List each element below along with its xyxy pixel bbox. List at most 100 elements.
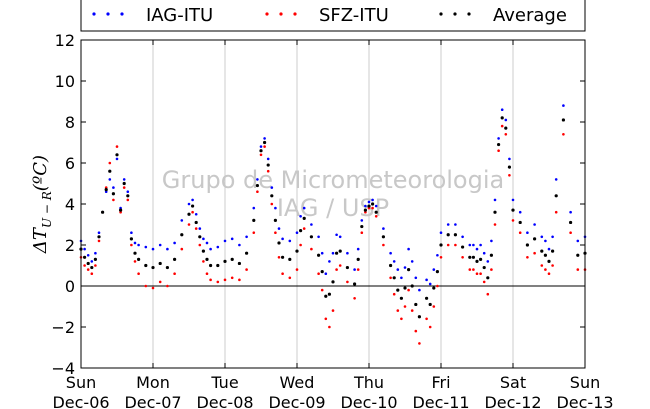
legend-marker-0-0 [92, 12, 96, 16]
point-1-34 [245, 268, 248, 271]
point-2-16 [137, 257, 141, 261]
point-2-74 [425, 296, 429, 300]
point-0-79 [446, 223, 450, 226]
point-2-43 [281, 255, 285, 259]
x-tick-day-3: Wed [280, 373, 315, 392]
point-0-58 [356, 247, 360, 251]
point-1-73 [418, 342, 421, 345]
y-axis-label-main: ΔT [30, 226, 51, 254]
point-0-40 [270, 186, 274, 189]
point-1-31 [223, 278, 227, 282]
point-1-71 [410, 309, 414, 312]
point-2-54 [335, 251, 339, 255]
point-0-33 [238, 243, 241, 247]
point-2-15 [133, 251, 137, 255]
point-1-58 [356, 268, 360, 271]
point-2-1 [83, 255, 87, 259]
point-2-19 [158, 261, 162, 266]
point-2-42 [277, 241, 281, 245]
point-0-9 [112, 186, 115, 189]
point-2-94 [511, 208, 515, 212]
point-0-47 [302, 206, 306, 210]
point-2-27 [201, 249, 205, 253]
point-2-71 [410, 284, 414, 288]
point-2-26 [198, 235, 202, 239]
point-0-59 [360, 219, 364, 222]
series-0 [79, 104, 587, 292]
point-2-98 [540, 249, 544, 253]
point-2-72 [414, 302, 418, 307]
point-0-64 [382, 227, 385, 230]
point-1-1 [83, 264, 86, 267]
point-2-104 [569, 220, 573, 225]
point-1-94 [511, 219, 515, 222]
point-0-97 [533, 223, 536, 226]
point-0-100 [547, 247, 551, 251]
point-2-68 [399, 296, 403, 300]
point-2-55 [338, 249, 342, 253]
point-1-36 [256, 190, 259, 193]
point-1-93 [508, 174, 511, 177]
point-1-95 [518, 231, 522, 234]
y-axis-label-sub: U − R [40, 191, 54, 228]
point-1-104 [569, 231, 572, 234]
legend-marker-0-2 [120, 12, 124, 16]
point-1-51 [324, 317, 328, 321]
point-1-105 [576, 268, 580, 271]
legend-marker-0-1 [106, 12, 110, 16]
point-1-55 [338, 264, 342, 267]
point-2-34 [245, 251, 249, 255]
point-0-18 [151, 247, 155, 251]
point-1-30 [216, 280, 220, 284]
point-2-12 [122, 181, 126, 186]
point-2-23 [187, 212, 191, 216]
point-1-48 [310, 247, 313, 251]
point-2-47 [302, 216, 306, 220]
point-0-52 [328, 260, 331, 263]
point-0-73 [418, 288, 421, 292]
point-2-5 [97, 235, 101, 239]
x-tick-day-1: Mon [136, 373, 170, 392]
point-1-38 [263, 145, 266, 148]
point-1-45 [295, 268, 299, 271]
point-2-57 [353, 282, 357, 286]
point-2-73 [417, 315, 421, 319]
x-tick-day-2: Tue [210, 373, 238, 392]
point-1-54 [335, 268, 338, 271]
point-2-56 [345, 265, 349, 270]
point-1-75 [428, 325, 432, 329]
point-1-52 [328, 325, 331, 329]
point-2-7 [104, 188, 108, 192]
point-0-28 [205, 241, 209, 245]
point-2-52 [327, 292, 331, 296]
point-1-86 [482, 280, 486, 284]
point-1-74 [425, 317, 428, 321]
point-2-64 [381, 235, 385, 239]
point-2-37 [259, 149, 263, 153]
point-2-25 [194, 220, 198, 225]
point-0-98 [540, 235, 544, 239]
point-1-64 [382, 243, 385, 247]
point-2-49 [317, 253, 321, 257]
point-0-30 [216, 245, 220, 249]
point-1-81 [461, 255, 464, 259]
point-1-82 [468, 268, 472, 271]
point-0-25 [194, 212, 198, 216]
point-1-62 [371, 206, 374, 210]
point-2-45 [295, 249, 299, 253]
y-tick-label-3: 2 [65, 236, 75, 255]
point-1-24 [191, 210, 194, 214]
point-1-8 [108, 161, 112, 165]
point-0-4 [94, 251, 97, 255]
point-0-51 [324, 272, 328, 276]
point-2-40 [270, 194, 274, 198]
point-0-102 [554, 178, 558, 181]
point-1-97 [533, 251, 536, 255]
point-1-80 [454, 243, 457, 247]
point-1-25 [194, 227, 198, 230]
point-0-84 [475, 247, 479, 251]
point-0-17 [144, 245, 148, 249]
point-2-9 [111, 192, 115, 196]
point-1-4 [94, 264, 97, 267]
point-1-88 [490, 268, 493, 271]
